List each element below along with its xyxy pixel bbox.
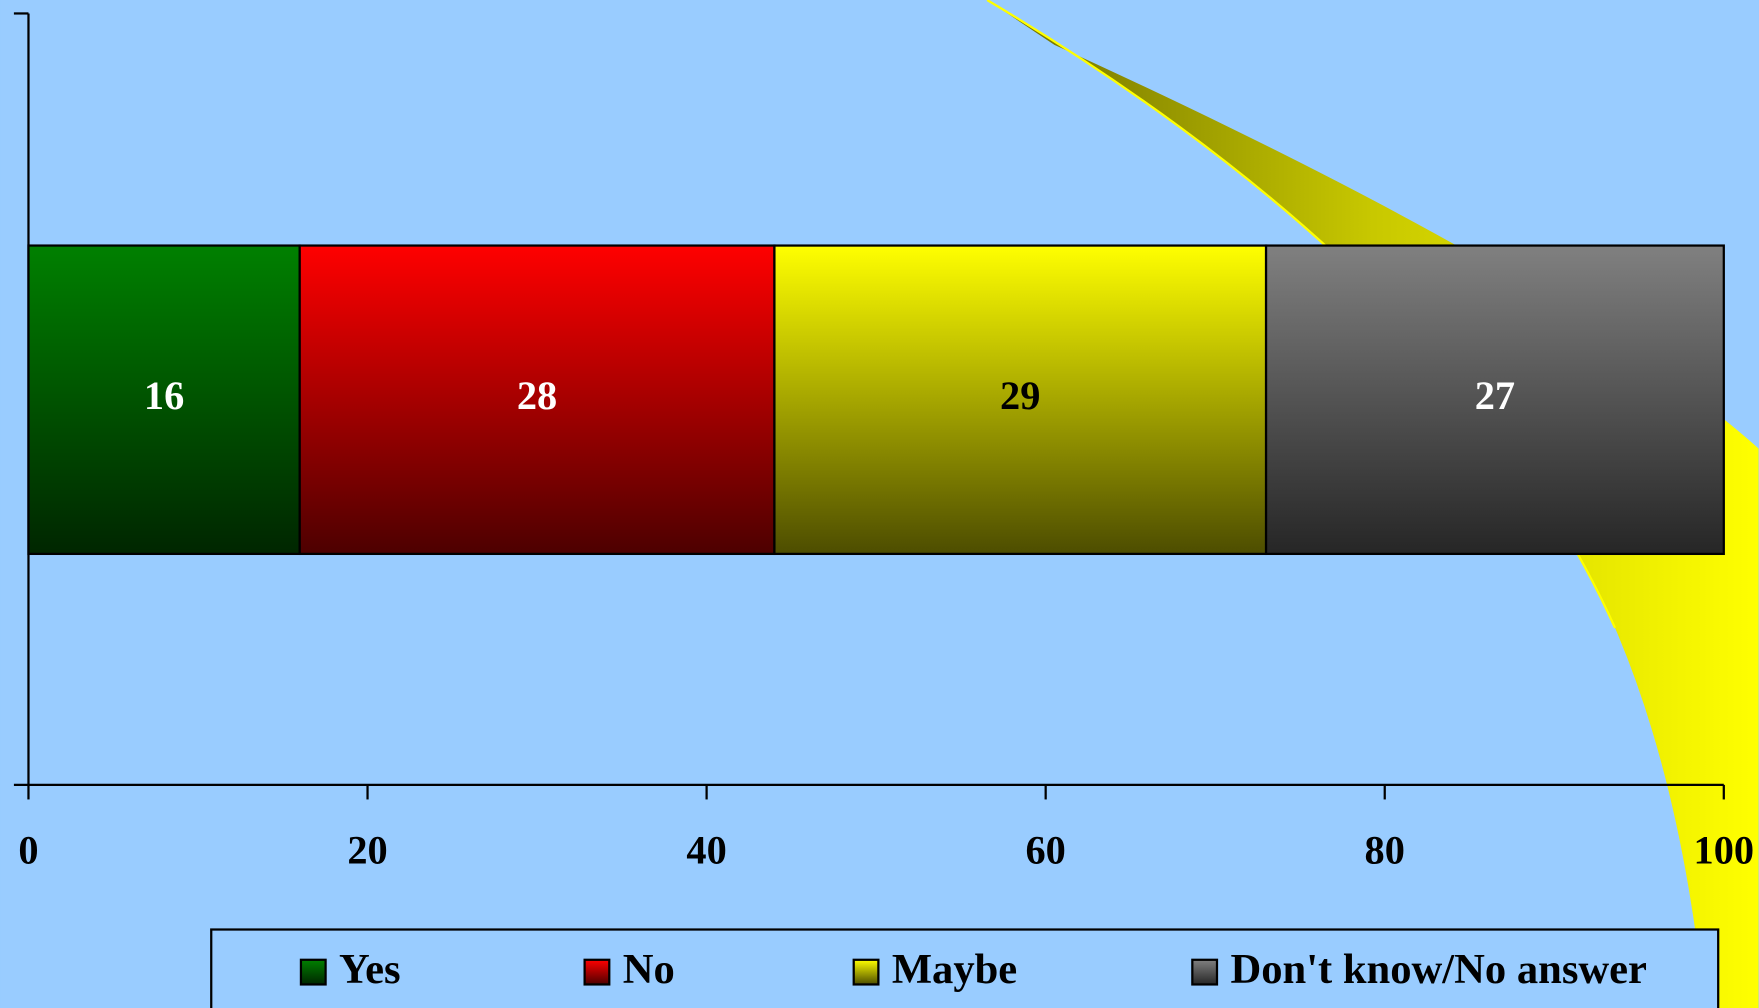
- data-label: 29: [1000, 373, 1040, 418]
- legend-swatch: [583, 958, 611, 986]
- x-tick-label: 60: [1025, 828, 1065, 873]
- x-tick-label: 80: [1365, 828, 1405, 873]
- x-tick-label: 0: [18, 828, 38, 873]
- bar-segment: [773, 244, 1268, 556]
- bar-segment: [1264, 244, 1725, 556]
- legend-label: Maybe: [892, 946, 1017, 993]
- legend-label: Yes: [339, 946, 401, 993]
- data-label: 28: [517, 373, 557, 418]
- x-tick-label: 20: [347, 828, 387, 873]
- x-tick-label: 100: [1694, 828, 1755, 873]
- bar-segment: [298, 244, 776, 556]
- legend-swatch: [299, 958, 327, 986]
- legend-box: [210, 928, 1720, 1008]
- legend-label: Don't know/No answer: [1230, 946, 1647, 993]
- data-label: 16: [144, 373, 184, 418]
- legend-label: No: [623, 946, 675, 993]
- data-label: 27: [1475, 373, 1515, 418]
- legend-swatch: [1191, 958, 1219, 986]
- legend-swatch: [852, 958, 880, 986]
- bar-segment: [27, 244, 301, 556]
- x-tick-label: 40: [686, 828, 726, 873]
